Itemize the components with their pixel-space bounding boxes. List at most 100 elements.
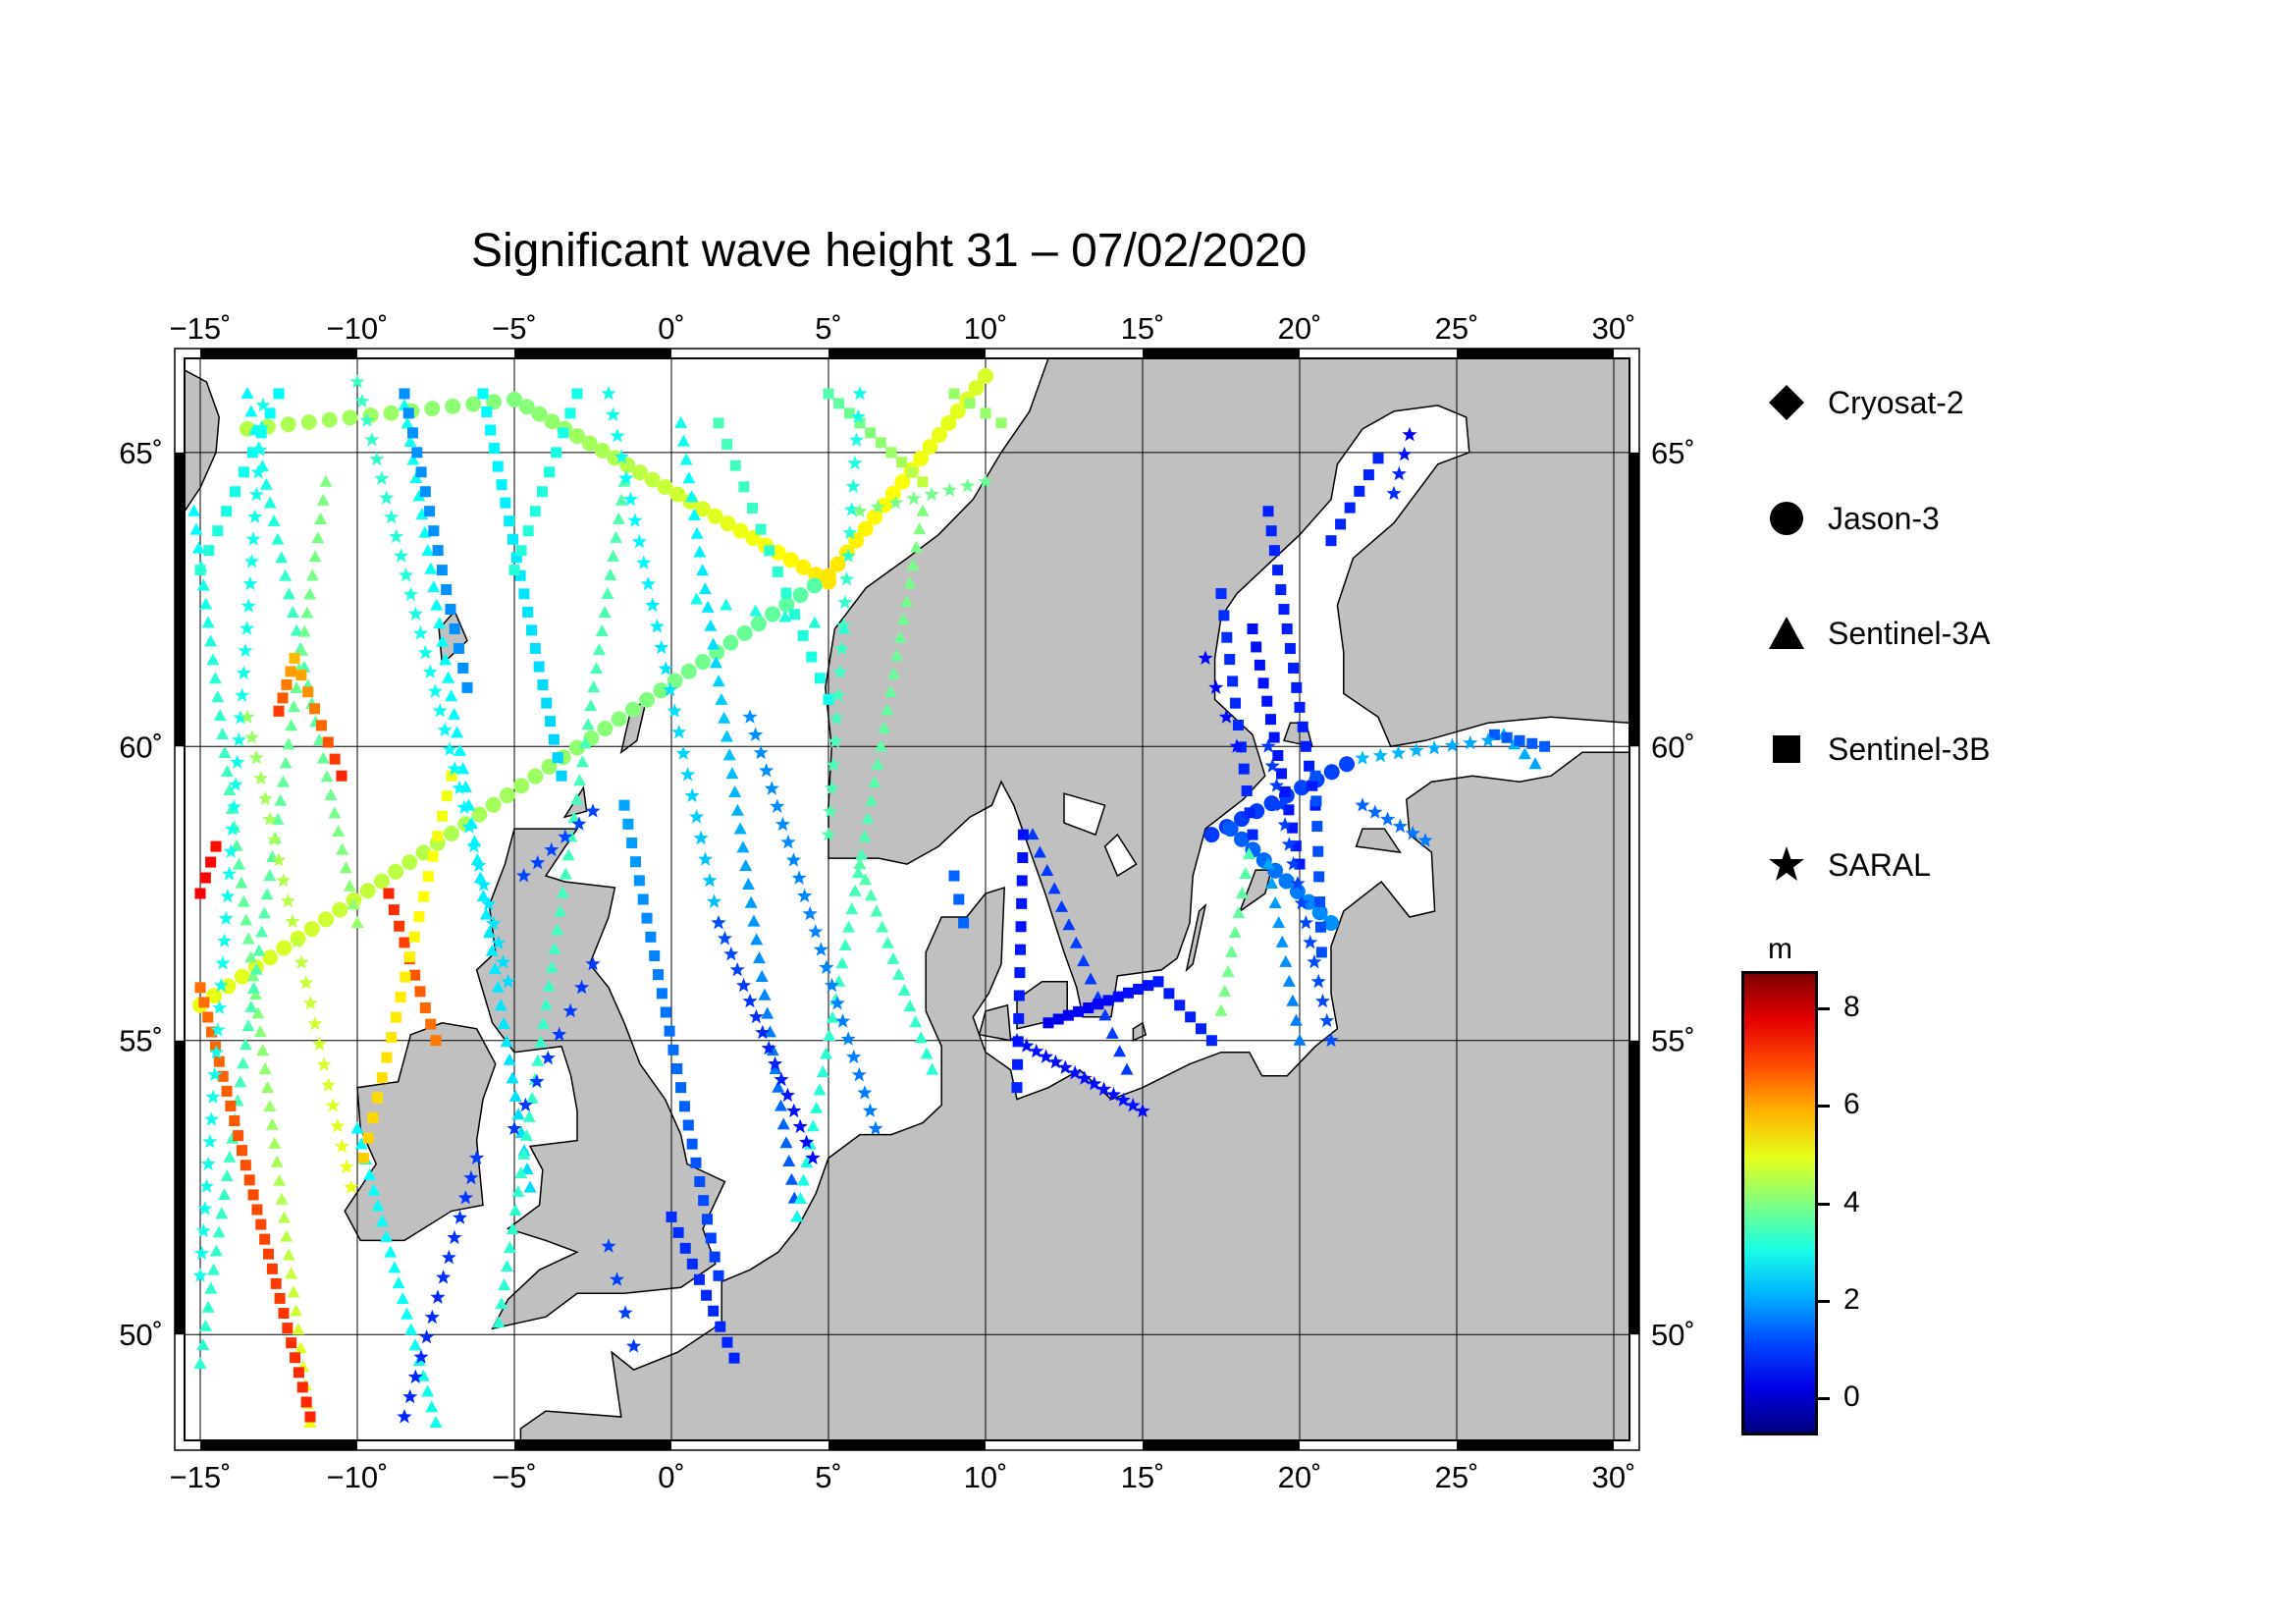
square-marker xyxy=(544,466,556,478)
star-marker xyxy=(441,1249,456,1265)
triangle-marker xyxy=(864,889,878,901)
square-marker xyxy=(721,439,733,451)
square-marker xyxy=(637,893,649,905)
star-marker xyxy=(276,873,292,888)
triangle-marker xyxy=(750,933,764,946)
circle-marker xyxy=(1222,821,1239,838)
square-marker xyxy=(424,506,436,517)
triangle-marker xyxy=(388,1261,401,1273)
square-marker xyxy=(1052,1013,1064,1025)
star-marker xyxy=(753,744,769,760)
triangle-marker xyxy=(294,1341,307,1354)
star-marker xyxy=(517,1097,533,1112)
star-marker xyxy=(835,618,851,632)
star-marker xyxy=(235,687,250,702)
triangle-marker xyxy=(235,876,248,889)
star-marker xyxy=(257,790,273,806)
square-marker xyxy=(1307,780,1318,791)
land-masses xyxy=(185,358,1629,1440)
triangle-marker xyxy=(1289,1013,1303,1026)
triangle-marker xyxy=(575,755,589,768)
star-marker xyxy=(344,1179,359,1194)
star-marker xyxy=(192,1268,208,1282)
star-marker xyxy=(463,1169,479,1185)
triangle-marker xyxy=(479,907,493,920)
star-marker xyxy=(850,408,866,423)
square-marker xyxy=(814,673,826,684)
triangle-marker xyxy=(263,1099,277,1111)
square-marker xyxy=(394,920,405,932)
star-marker xyxy=(829,996,845,1010)
triangle-marker xyxy=(592,643,606,656)
square-marker xyxy=(1102,995,1114,1006)
triangle-marker xyxy=(704,619,718,631)
square-marker xyxy=(457,662,469,674)
triangle-marker xyxy=(286,605,299,618)
star-marker xyxy=(226,799,242,814)
star-marker xyxy=(1135,1103,1150,1118)
star-marker xyxy=(1029,1043,1044,1058)
square-marker xyxy=(789,609,801,621)
triangle-marker xyxy=(305,568,319,581)
square-marker xyxy=(1152,976,1164,988)
star-marker xyxy=(1277,817,1293,832)
colorbar-tickmark xyxy=(1818,1006,1830,1010)
square-marker xyxy=(388,904,400,916)
star-icon xyxy=(1767,845,1806,885)
square-marker xyxy=(390,1011,401,1023)
star-marker xyxy=(658,661,673,676)
triangle-marker xyxy=(252,944,266,956)
lat-tick-label-right: 50˚ xyxy=(1651,1318,1695,1352)
square-marker xyxy=(372,1092,384,1104)
triangle-marker xyxy=(259,477,273,490)
star-marker xyxy=(1314,993,1331,1008)
star-marker xyxy=(785,852,802,867)
triangle-marker xyxy=(701,600,715,613)
star-marker xyxy=(1367,804,1383,819)
circle-marker xyxy=(867,509,883,525)
lat-tick-label-right: 65˚ xyxy=(1651,436,1695,470)
triangle-marker xyxy=(903,576,917,589)
triangle-marker xyxy=(601,586,614,599)
triangle-marker xyxy=(511,1184,525,1197)
square-marker xyxy=(806,651,818,663)
star-marker xyxy=(805,1150,821,1164)
star-marker xyxy=(845,478,861,493)
square-marker xyxy=(1362,469,1374,481)
circle-marker xyxy=(1311,904,1328,921)
star-marker xyxy=(888,495,904,510)
star-marker xyxy=(571,816,587,831)
star-marker xyxy=(585,955,601,971)
square-marker xyxy=(1314,921,1326,933)
triangle-marker xyxy=(290,1304,303,1317)
triangle-marker xyxy=(861,811,875,824)
triangle-marker xyxy=(482,926,496,939)
square-marker xyxy=(383,888,395,899)
star-marker xyxy=(298,975,314,990)
square-marker xyxy=(411,447,423,459)
triangle-marker xyxy=(870,904,883,917)
triangle-marker xyxy=(725,767,739,780)
square-marker xyxy=(1247,623,1258,634)
square-marker xyxy=(1283,804,1295,816)
triangle-marker xyxy=(436,634,450,647)
square-marker xyxy=(564,407,576,419)
star-marker xyxy=(311,1036,328,1052)
triangle-marker xyxy=(328,806,342,819)
triangle-marker xyxy=(497,1016,510,1029)
circle-marker xyxy=(931,426,947,443)
land-funen xyxy=(978,1003,1012,1042)
square-marker xyxy=(906,466,918,478)
triangle-marker xyxy=(253,1025,267,1038)
square-marker xyxy=(1254,659,1265,671)
triangle-marker xyxy=(782,1155,796,1167)
star-marker xyxy=(601,385,616,401)
square-marker xyxy=(194,565,206,576)
lon-tick-label-bottom: 15˚ xyxy=(1121,1460,1165,1494)
star-marker xyxy=(1218,709,1234,724)
triangle-marker xyxy=(501,1260,514,1272)
square-marker xyxy=(302,686,314,698)
circle-marker xyxy=(444,825,459,841)
star-marker xyxy=(870,499,885,514)
square-marker xyxy=(230,486,241,498)
